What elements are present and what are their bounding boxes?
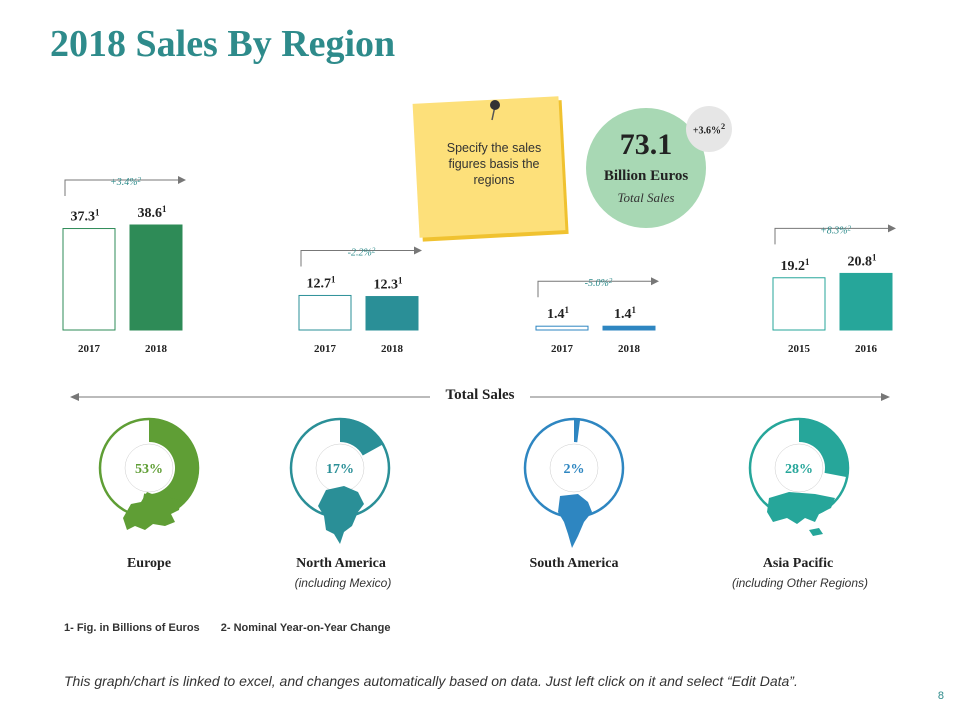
bar-value-sup: 1 [872,252,877,262]
change-bracket-south-america [537,280,653,298]
asia-pacific-map-icon [767,492,835,536]
bar-south-america-2018 [602,325,656,331]
bar-value-label-north-america-2017: 12.71 [307,274,337,291]
page-number: 8 [937,690,944,702]
bar-value-sup: 1 [162,204,167,214]
footnotes: 1- Fig. in Billions of Euros 2- Nominal … [64,622,408,634]
total-sales-heading: Total Sales [430,387,530,404]
bar-category-label-south-america-2017: 2017 [551,343,574,355]
bar-value-sup: 1 [398,276,403,286]
change-bracket-europe [64,179,180,196]
bar-value-label-europe-2018: 38.61 [138,204,168,221]
bar-south-america-2017 [535,325,589,331]
bar-value-sup: 1 [95,208,100,218]
donut-hole-asia-pacific [774,443,824,493]
region-label-north-america: North America [296,556,386,571]
pin-icon [490,100,500,121]
bar-value-label-asia-pacific-2016: 20.81 [848,252,878,269]
south-america-map-icon [558,494,592,548]
bar-value-label-asia-pacific-2015: 19.21 [781,257,811,274]
change-sup: 2 [609,277,613,285]
region-label-south-america: South America [529,556,619,571]
map-shape [558,494,592,548]
donut-share-north-america [340,418,384,456]
change-sup: 2 [372,246,376,254]
footnote-1: 1- Fig. in Billions of Euros [64,622,200,634]
regional-bar-charts: 37.31 2017 38.61 2018 +3.4%2 12.71 2017 12.31 20… [62,176,896,355]
change-sup: 2 [138,176,142,184]
change-sup: 2 [848,224,852,232]
bar-north-america-2017 [298,294,352,331]
change-bracket-asia-pacific [774,227,890,245]
change-arrow-asia-pacific [888,224,896,233]
change-label-europe: +3.4%2 [110,176,142,188]
bar-category-label-europe-2017: 2017 [78,343,101,355]
page-title: 2018 Sales By Region [50,23,396,65]
bar-value-label-europe-2017: 37.31 [71,208,101,225]
total-change-value: +3.6%2 [692,122,726,137]
bar-value-sup: 1 [331,274,336,284]
bar-north-america-2018 [365,296,419,331]
map-shape [123,490,181,530]
bar-asia-pacific-2015 [772,277,826,331]
map-shape [318,486,364,544]
change-bracket-north-america [300,249,416,267]
bar-europe-2018 [129,224,183,331]
bar-value-sup: 1 [805,257,810,267]
change-label-north-america: -2.2%2 [348,246,376,258]
europe-map-icon [123,490,181,530]
bar-value-sup: 1 [632,305,637,315]
bar-category-label-asia-pacific-2015: 2015 [788,343,811,355]
donut-hole-south-america [549,443,599,493]
donut-label-north-america: 17% [326,462,354,477]
region-sub-asia-pacific: (including Other Regions) [731,576,869,590]
donut-label-europe: 53% [135,462,163,477]
footer-note: This graph/chart is linked to excel, and… [64,673,798,689]
bar-category-label-asia-pacific-2016: 2016 [855,343,878,355]
change-label-asia-pacific: +8.3%2 [820,224,852,236]
bar-value-label-south-america-2018: 1.41 [614,305,637,322]
bar-value-sup: 1 [565,305,570,315]
total-sales-caption: Total Sales [617,190,675,205]
note-text: Specify the sales figures basis the regi… [446,141,542,187]
bar-europe-2017 [62,228,116,331]
north-america-map-icon [318,486,364,544]
change-arrow-south-america [651,277,659,286]
bar-category-label-europe-2018: 2018 [145,343,168,355]
footnote-2: 2- Nominal Year-on-Year Change [220,622,391,634]
bar-asia-pacific-2016 [839,272,893,331]
bar-category-label-north-america-2017: 2017 [314,343,337,355]
donut-share-south-america [574,418,581,443]
bar-category-label-south-america-2018: 2018 [618,343,641,355]
total-sales-value: 73.1 [619,128,673,161]
change-label-south-america: -5.0%2 [585,277,613,289]
region-label-europe: Europe [126,556,172,571]
change-arrow-europe [178,176,186,184]
region-label-asia-pacific: Asia Pacific [762,556,834,571]
change-arrow-north-america [414,246,422,255]
map-shape [767,492,835,536]
bar-value-label-north-america-2018: 12.31 [374,276,404,293]
total-sales-unit: Billion Euros [603,168,689,184]
donut-label-south-america: 2% [564,462,585,477]
total-change-circle [686,106,732,152]
donut-label-asia-pacific: 28% [785,462,813,477]
bar-value-label-south-america-2017: 1.41 [547,305,570,322]
donut-share-asia-pacific [799,418,849,478]
donut-share-europe [139,418,199,518]
bar-category-label-north-america-2018: 2018 [381,343,404,355]
donut-hole-europe [124,443,174,493]
region-sub-north-america: (including Mexico) [294,576,392,590]
region-share-donuts: 53% 17% 2% 28% [98,417,850,548]
